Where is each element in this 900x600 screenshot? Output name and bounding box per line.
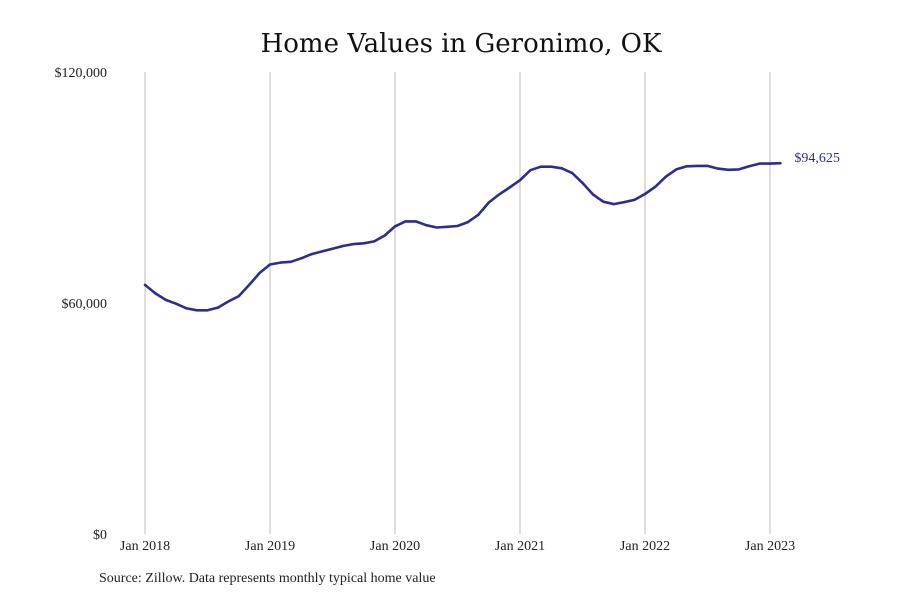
data-point	[581, 181, 584, 185]
data-point	[612, 202, 615, 206]
data-point	[310, 252, 313, 256]
source-note: Source: Zillow. Data represents monthly …	[99, 571, 436, 586]
data-point	[164, 298, 168, 302]
data-point	[341, 244, 345, 248]
data-point	[695, 164, 699, 168]
data-point	[518, 178, 522, 182]
series-line	[143, 161, 782, 312]
data-point	[685, 165, 688, 168]
data-point	[550, 165, 553, 168]
y-tick-label: $60,000	[62, 297, 108, 312]
data-point	[456, 224, 459, 228]
data-point	[227, 300, 230, 303]
chart-title: Home Values in Geronimo, OK	[261, 29, 662, 59]
data-point	[258, 271, 261, 275]
data-point	[622, 200, 626, 204]
data-point	[487, 201, 490, 204]
data-point	[185, 307, 188, 310]
x-tick-label: Jan 2019	[245, 539, 295, 554]
data-point	[383, 234, 386, 237]
data-point	[675, 168, 678, 171]
data-point	[779, 162, 782, 165]
data-point	[570, 171, 574, 175]
data-point	[466, 220, 470, 224]
data-point	[216, 306, 220, 309]
x-tick-label: Jan 2023	[745, 539, 795, 554]
grid-lines	[144, 72, 771, 534]
data-point	[602, 200, 605, 203]
data-point	[320, 250, 324, 253]
data-point	[445, 225, 449, 228]
data-point	[716, 167, 720, 170]
data-point	[591, 193, 595, 196]
x-tick-label: Jan 2020	[370, 539, 420, 554]
end-value-label: $94,625	[794, 151, 840, 166]
data-point	[268, 263, 272, 266]
data-point	[706, 164, 709, 168]
data-point	[247, 283, 251, 287]
data-point	[560, 167, 563, 170]
data-point	[289, 260, 293, 264]
data-point	[758, 162, 761, 165]
data-point	[414, 220, 418, 223]
x-tick-label: Jan 2021	[495, 539, 545, 554]
data-point	[352, 242, 355, 246]
data-point	[175, 302, 178, 305]
data-point	[206, 309, 209, 312]
y-axis: $0 $60,000 $120,000	[55, 66, 108, 543]
data-point	[425, 224, 428, 227]
y-tick-label: $0	[93, 528, 107, 543]
data-point	[372, 240, 376, 243]
data-point	[737, 168, 740, 171]
data-point	[331, 247, 334, 250]
series-group	[143, 161, 782, 312]
data-point	[768, 162, 772, 165]
data-point	[300, 257, 303, 260]
x-tick-label: Jan 2022	[620, 539, 670, 554]
data-point	[237, 294, 240, 298]
data-point	[664, 175, 668, 178]
data-point	[362, 242, 365, 245]
data-point	[643, 192, 647, 196]
data-point	[404, 220, 407, 223]
data-point	[727, 168, 730, 171]
data-point	[477, 213, 480, 217]
data-point	[508, 186, 511, 189]
data-point	[529, 168, 532, 172]
data-point	[143, 283, 147, 287]
data-point	[497, 193, 501, 196]
x-axis: Jan 2018 Jan 2019 Jan 2020 Jan 2021 Jan 2022…	[120, 539, 795, 554]
data-point	[435, 226, 438, 229]
data-point	[393, 225, 397, 228]
y-tick-label: $120,000	[55, 66, 108, 81]
data-point	[279, 261, 282, 264]
data-point	[195, 309, 199, 312]
data-point	[747, 165, 751, 168]
data-point	[539, 165, 543, 168]
x-tick-label: Jan 2018	[120, 539, 170, 554]
data-point	[154, 292, 157, 295]
data-point	[633, 198, 636, 202]
data-point	[654, 185, 657, 188]
